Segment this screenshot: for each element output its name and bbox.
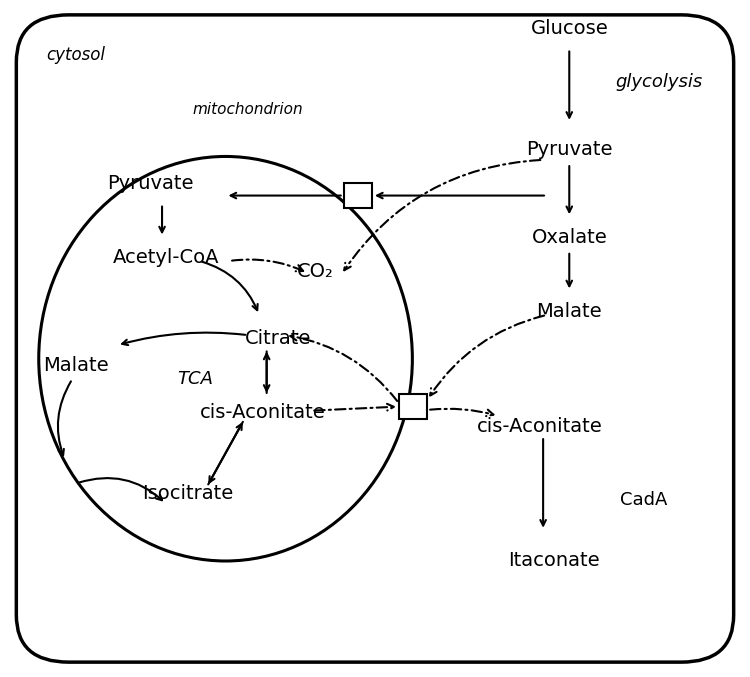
Text: Acetyl-CoA: Acetyl-CoA	[112, 248, 219, 267]
Text: Pyruvate: Pyruvate	[526, 140, 613, 159]
Text: glycolysis: glycolysis	[615, 73, 703, 91]
Text: cytosol: cytosol	[46, 46, 106, 64]
Text: Oxalate: Oxalate	[532, 228, 608, 247]
Text: Malate: Malate	[44, 356, 109, 375]
FancyArrowPatch shape	[344, 160, 540, 270]
FancyArrowPatch shape	[430, 409, 494, 416]
Bar	[344, 183, 372, 209]
Text: Glucose: Glucose	[530, 19, 608, 38]
Text: CadA: CadA	[620, 492, 668, 509]
FancyBboxPatch shape	[16, 15, 734, 662]
Text: cis-Aconitate: cis-Aconitate	[476, 416, 602, 435]
FancyArrowPatch shape	[232, 259, 303, 271]
Text: Citrate: Citrate	[244, 329, 311, 348]
FancyArrowPatch shape	[430, 315, 544, 395]
Text: mitochondrion: mitochondrion	[193, 102, 303, 116]
Text: Malate: Malate	[536, 302, 602, 321]
Text: TCA: TCA	[178, 370, 214, 388]
Text: Pyruvate: Pyruvate	[107, 174, 194, 193]
Text: Isocitrate: Isocitrate	[142, 484, 234, 503]
FancyArrowPatch shape	[290, 334, 398, 401]
Text: Itaconate: Itaconate	[509, 552, 600, 571]
FancyArrowPatch shape	[314, 403, 394, 410]
Bar	[399, 394, 427, 420]
Text: CO₂: CO₂	[297, 261, 334, 280]
Text: cis-Aconitate: cis-Aconitate	[200, 403, 326, 422]
